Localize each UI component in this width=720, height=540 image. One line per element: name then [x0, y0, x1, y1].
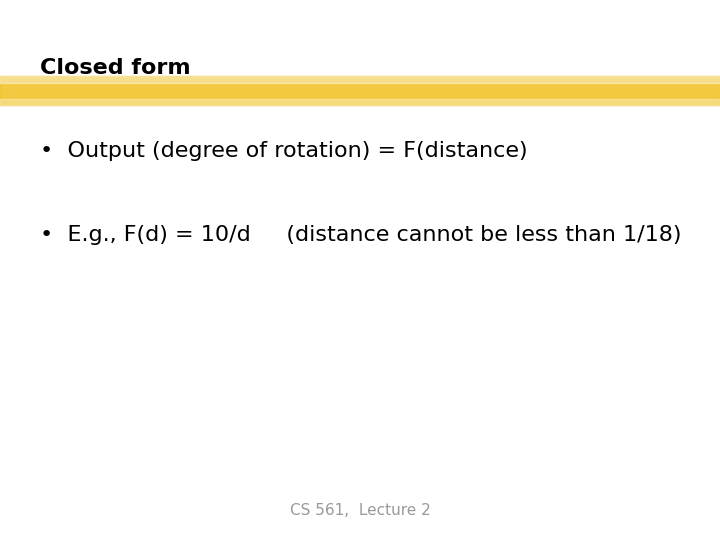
Text: CS 561,  Lecture 2: CS 561, Lecture 2 — [289, 503, 431, 518]
Bar — [0, 99, 720, 105]
Text: •  Output (degree of rotation) = F(distance): • Output (degree of rotation) = F(distan… — [40, 141, 527, 161]
Bar — [0, 76, 720, 105]
Bar — [0, 76, 720, 83]
Text: •  E.g., F(d) = 10/d     (distance cannot be less than 1/18): • E.g., F(d) = 10/d (distance cannot be … — [40, 225, 681, 245]
Text: Closed form: Closed form — [40, 57, 190, 78]
